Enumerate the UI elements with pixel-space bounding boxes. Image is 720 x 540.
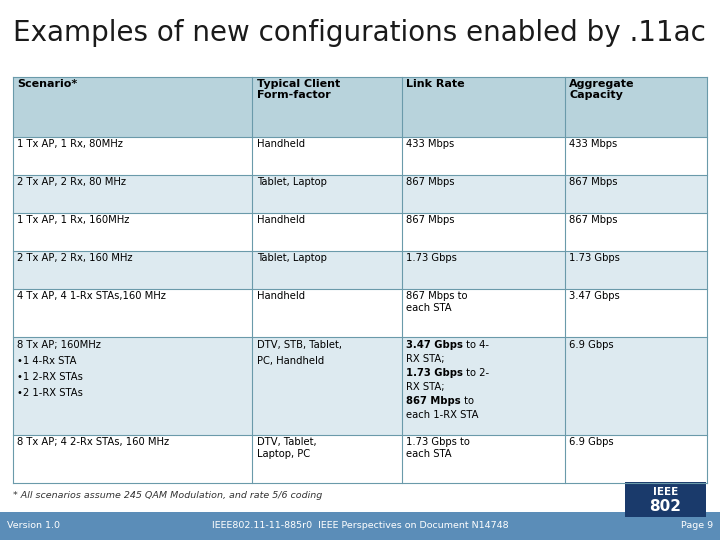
Bar: [13, 289, 253, 338]
Text: 433 Mbps: 433 Mbps: [569, 139, 617, 150]
Bar: [402, 77, 564, 137]
Text: 8 Tx AP; 160MHz: 8 Tx AP; 160MHz: [17, 340, 101, 349]
Bar: [13, 338, 253, 435]
Text: 2 Tx AP, 2 Rx, 80 MHz: 2 Tx AP, 2 Rx, 80 MHz: [17, 177, 126, 187]
Text: 433 Mbps: 433 Mbps: [406, 139, 454, 150]
Bar: [564, 137, 707, 175]
Bar: [402, 289, 564, 338]
Text: Tablet, Laptop: Tablet, Laptop: [257, 177, 327, 187]
Text: DTV, STB, Tablet,: DTV, STB, Tablet,: [257, 340, 342, 349]
Text: DTV, Tablet,
Laptop, PC: DTV, Tablet, Laptop, PC: [257, 437, 316, 458]
Text: 3.47 Gbps: 3.47 Gbps: [569, 291, 620, 301]
Text: •1 4-Rx STA: •1 4-Rx STA: [17, 356, 77, 366]
Text: 4 Tx AP, 4 1-Rx STAs,160 MHz: 4 Tx AP, 4 1-Rx STAs,160 MHz: [17, 291, 166, 301]
Bar: [0, 512, 720, 540]
Text: PC, Handheld: PC, Handheld: [257, 356, 324, 366]
Text: RX STA;: RX STA;: [406, 354, 444, 363]
Text: 867 Mbps: 867 Mbps: [569, 215, 618, 225]
Bar: [564, 77, 707, 137]
Text: •1 2-RX STAs: •1 2-RX STAs: [17, 372, 83, 382]
Text: 2 Tx AP, 2 Rx, 160 MHz: 2 Tx AP, 2 Rx, 160 MHz: [17, 253, 132, 263]
Text: each 1-RX STA: each 1-RX STA: [406, 410, 479, 420]
Text: Page 9: Page 9: [680, 522, 713, 530]
Text: RX STA;: RX STA;: [406, 382, 444, 392]
Text: 6.9 Gbps: 6.9 Gbps: [569, 437, 613, 447]
Bar: [253, 435, 402, 483]
Bar: [564, 213, 707, 251]
Text: Typical Client
Form-factor: Typical Client Form-factor: [257, 79, 340, 100]
Bar: [625, 482, 706, 517]
Text: 867 Mbps: 867 Mbps: [406, 215, 454, 225]
Text: 1.73 Gbps: 1.73 Gbps: [406, 368, 463, 377]
Text: to 4-: to 4-: [463, 340, 489, 349]
Bar: [13, 213, 253, 251]
Bar: [253, 137, 402, 175]
Bar: [402, 175, 564, 213]
Text: 3.47 Gbps: 3.47 Gbps: [406, 340, 463, 349]
Text: 867 Mbps to
each STA: 867 Mbps to each STA: [406, 291, 467, 313]
Bar: [402, 137, 564, 175]
Bar: [564, 289, 707, 338]
Text: Scenario*: Scenario*: [17, 79, 78, 89]
Bar: [253, 338, 402, 435]
Bar: [564, 435, 707, 483]
Bar: [253, 77, 402, 137]
Text: to: to: [461, 396, 474, 406]
Text: •2 1-RX STAs: •2 1-RX STAs: [17, 388, 83, 398]
Text: * All scenarios assume 245 QAM Modulation, and rate 5/6 coding: * All scenarios assume 245 QAM Modulatio…: [13, 491, 323, 501]
Bar: [402, 338, 564, 435]
Bar: [13, 137, 253, 175]
Text: to 2-: to 2-: [463, 368, 489, 377]
Text: Handheld: Handheld: [257, 215, 305, 225]
Text: Handheld: Handheld: [257, 291, 305, 301]
Bar: [13, 175, 253, 213]
Text: Examples of new configurations enabled by .11ac: Examples of new configurations enabled b…: [13, 19, 706, 47]
Text: 6.9 Gbps: 6.9 Gbps: [569, 340, 613, 349]
Text: 1 Tx AP, 1 Rx, 160MHz: 1 Tx AP, 1 Rx, 160MHz: [17, 215, 130, 225]
Text: 1.73 Gbps to
each STA: 1.73 Gbps to each STA: [406, 437, 470, 458]
Text: 1.73 Gbps: 1.73 Gbps: [569, 253, 620, 263]
Text: 802: 802: [649, 500, 681, 515]
Bar: [13, 77, 253, 137]
Text: 867 Mbps: 867 Mbps: [406, 177, 454, 187]
Text: IEEE: IEEE: [652, 487, 678, 497]
Text: Tablet, Laptop: Tablet, Laptop: [257, 253, 327, 263]
Text: Aggregate
Capacity: Aggregate Capacity: [569, 79, 634, 100]
Bar: [402, 435, 564, 483]
Text: 1 Tx AP, 1 Rx, 80MHz: 1 Tx AP, 1 Rx, 80MHz: [17, 139, 123, 150]
Text: Version 1.0: Version 1.0: [7, 522, 60, 530]
Text: 8 Tx AP; 4 2-Rx STAs, 160 MHz: 8 Tx AP; 4 2-Rx STAs, 160 MHz: [17, 437, 169, 447]
Bar: [402, 251, 564, 289]
Bar: [13, 251, 253, 289]
Bar: [564, 175, 707, 213]
Bar: [13, 435, 253, 483]
Bar: [402, 213, 564, 251]
Bar: [253, 213, 402, 251]
Text: IEEE802.11-11-885r0  IEEE Perspectives on Document N14748: IEEE802.11-11-885r0 IEEE Perspectives on…: [212, 522, 508, 530]
Bar: [564, 251, 707, 289]
Text: 867 Mbps: 867 Mbps: [406, 396, 461, 406]
Text: Handheld: Handheld: [257, 139, 305, 150]
Bar: [564, 338, 707, 435]
Text: Link Rate: Link Rate: [406, 79, 464, 89]
Text: 1.73 Gbps: 1.73 Gbps: [406, 253, 456, 263]
Bar: [253, 289, 402, 338]
Bar: [253, 175, 402, 213]
Text: 867 Mbps: 867 Mbps: [569, 177, 618, 187]
Bar: [253, 251, 402, 289]
